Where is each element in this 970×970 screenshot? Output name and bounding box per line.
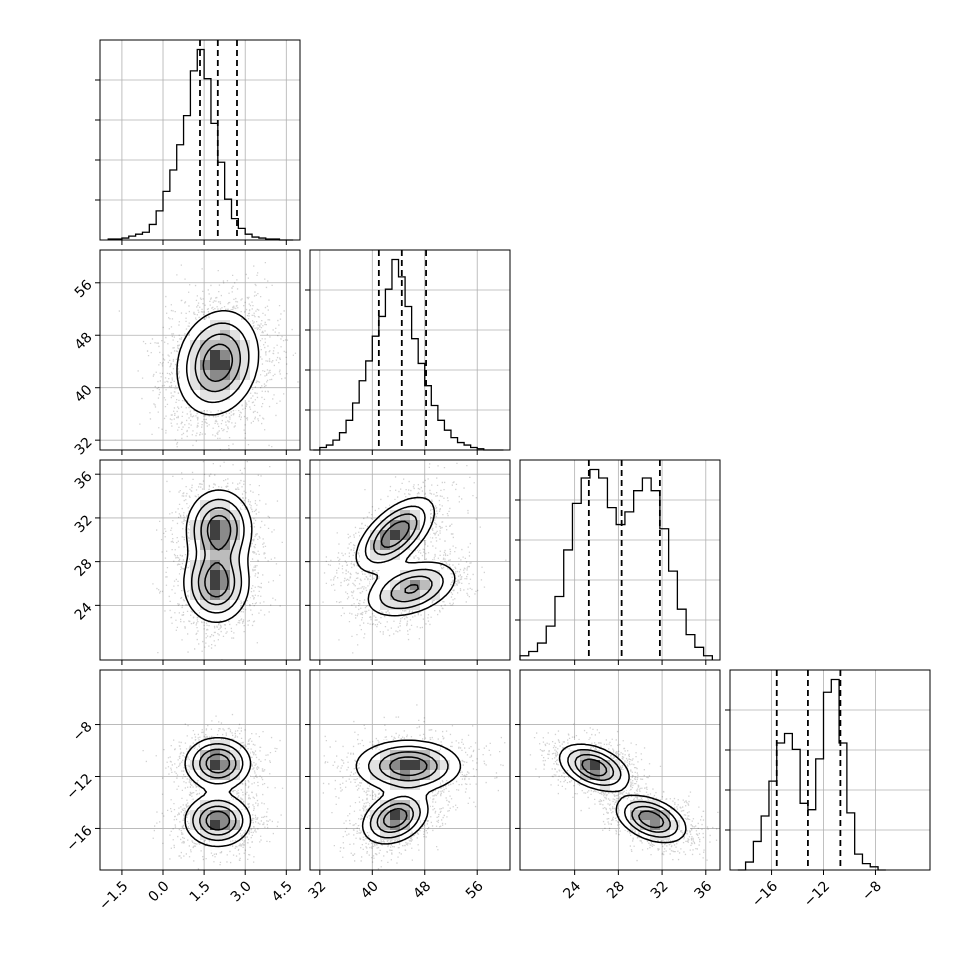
- contour-line: [355, 496, 456, 617]
- histogram-step: [313, 258, 504, 451]
- contour-line: [183, 489, 253, 624]
- contour-line: [383, 756, 428, 828]
- y-tick-label: 56: [72, 277, 96, 301]
- x-tick-label: −16: [749, 878, 781, 910]
- y-tick-label: 36: [72, 468, 96, 492]
- density-fill: [580, 760, 660, 830]
- panel-background: [520, 460, 720, 660]
- x-tick-label: 0.0: [146, 878, 173, 905]
- density-panel-1_0: [95, 249, 301, 455]
- density-panel-2_0: [95, 459, 301, 665]
- x-tick-label: 56: [463, 878, 487, 902]
- scatter-points: [322, 460, 507, 654]
- y-tick-label: 24: [72, 600, 96, 624]
- x-tick-label: 40: [358, 878, 382, 902]
- density-fill: [210, 350, 230, 370]
- contour-line: [558, 743, 687, 844]
- density-fill: [210, 760, 220, 830]
- y-tick-label: 40: [72, 382, 96, 406]
- x-tick-label: 4.5: [269, 878, 296, 905]
- contour-line: [199, 748, 237, 836]
- x-tick-label: 32: [648, 878, 672, 902]
- x-tick-label: −1.5: [96, 878, 131, 913]
- histogram-panel-1: [305, 249, 511, 455]
- panel-frame: [99, 39, 301, 241]
- contour-line: [355, 739, 462, 845]
- panel-frame: [99, 459, 301, 661]
- histogram-step: [737, 678, 886, 871]
- x-tick-label: −12: [801, 878, 833, 910]
- contour-line: [185, 322, 250, 404]
- contour-line: [197, 506, 238, 606]
- histogram-panel-0: [95, 39, 301, 245]
- x-tick-label: 36: [691, 878, 715, 902]
- panel-frame: [309, 249, 511, 451]
- y-tick-label: −8: [70, 719, 96, 745]
- panel-frame: [519, 669, 721, 871]
- x-tick-label: 3.0: [228, 878, 255, 905]
- contour-line: [373, 513, 433, 603]
- contour-line: [184, 736, 252, 848]
- x-tick-label: −8: [859, 878, 885, 904]
- x-tick-label: 1.5: [187, 878, 214, 905]
- histogram-panel-3: [725, 669, 931, 875]
- contour-line: [581, 758, 665, 829]
- panel-frame: [519, 459, 721, 661]
- x-tick-label: 24: [560, 878, 584, 902]
- contour-line: [205, 753, 231, 831]
- contour-line: [380, 520, 419, 594]
- histogram-panel-2: [515, 459, 721, 665]
- contour-line: [367, 745, 449, 839]
- panel-frame: [729, 669, 931, 871]
- y-tick-label: 28: [72, 556, 96, 580]
- density-fill: [590, 760, 600, 770]
- contour-line: [192, 743, 244, 842]
- panel-frame: [99, 249, 301, 451]
- histogram-step: [519, 468, 713, 660]
- contour-line: [204, 514, 232, 598]
- density-fill: [210, 520, 220, 590]
- density-panel-3_0: [95, 669, 301, 875]
- density-panel-3_1: [305, 669, 511, 875]
- density-panel-2_1: [305, 459, 511, 665]
- density-fill: [390, 760, 420, 820]
- contour-line: [190, 498, 245, 614]
- y-tick-label: −16: [63, 823, 95, 855]
- panel-frame: [309, 669, 511, 871]
- y-tick-label: 32: [72, 512, 96, 536]
- contour-line: [574, 753, 671, 833]
- contour-line: [176, 310, 260, 416]
- x-tick-label: 28: [604, 878, 628, 902]
- histogram-step: [107, 48, 294, 241]
- y-tick-label: 48: [72, 330, 96, 354]
- contour-line: [376, 751, 438, 833]
- x-tick-label: 48: [410, 878, 434, 902]
- contour-line: [202, 343, 234, 383]
- panel-background: [310, 250, 510, 450]
- contour-line: [567, 748, 679, 838]
- panel-frame: [309, 459, 511, 661]
- x-tick-label: 32: [306, 878, 330, 902]
- contour-line: [364, 505, 444, 610]
- density-panel-3_2: [515, 669, 721, 875]
- panel-background: [730, 670, 930, 870]
- y-tick-label: −12: [63, 771, 95, 803]
- panel-frame: [99, 669, 301, 871]
- contour-line: [194, 333, 242, 393]
- density-fill: [390, 530, 400, 540]
- y-tick-label: 32: [72, 435, 96, 459]
